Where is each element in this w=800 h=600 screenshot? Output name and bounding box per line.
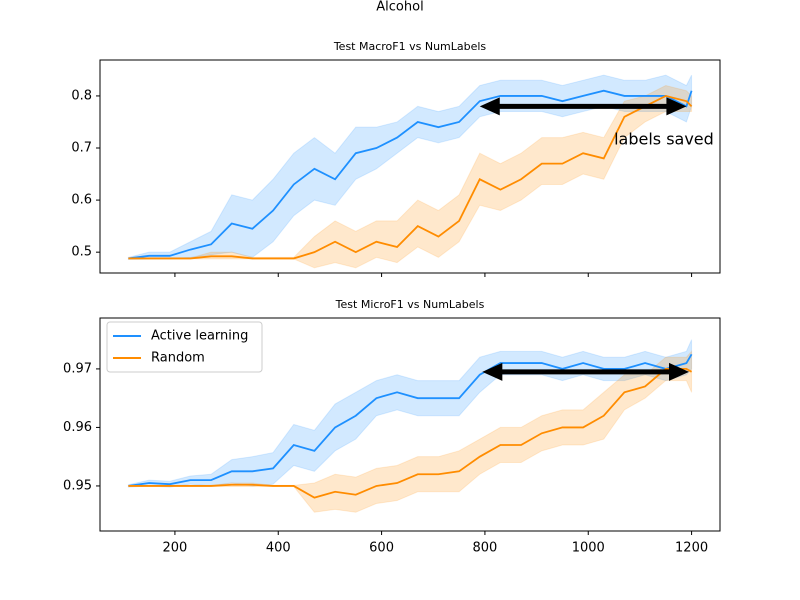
series-line <box>128 368 693 499</box>
axes-title: Test MicroF1 vs NumLabels <box>335 298 485 311</box>
x-tick-label: 600 <box>369 541 394 556</box>
x-tick-label: 1000 <box>572 541 605 556</box>
figure-title: Alcohol <box>376 0 423 15</box>
axes-title: Test MacroF1 vs NumLabels <box>333 40 487 53</box>
legend-label: Active learning <box>151 329 248 344</box>
double-arrow <box>479 97 687 116</box>
axes-frame <box>99 317 721 532</box>
x-tick-label: 1200 <box>675 541 708 556</box>
y-tick-label: 0.8 <box>71 88 92 103</box>
x-tick-label: 200 <box>163 541 188 556</box>
confidence-band <box>127 84 693 269</box>
series-line <box>128 353 693 487</box>
series-line <box>128 94 693 260</box>
axes-frame <box>99 59 721 274</box>
y-tick-label: 0.96 <box>63 420 92 435</box>
legend-label: Random <box>151 351 205 366</box>
double-arrow <box>482 362 689 381</box>
series-line <box>128 89 693 260</box>
x-tick-label: 800 <box>473 541 498 556</box>
y-tick-label: 0.5 <box>71 245 92 260</box>
y-tick-label: 0.6 <box>71 193 92 208</box>
confidence-band <box>127 339 693 488</box>
y-tick-label: 0.95 <box>63 478 92 493</box>
y-tick-label: 0.7 <box>71 141 92 156</box>
confidence-band <box>127 350 693 513</box>
x-tick-label: 400 <box>266 541 291 556</box>
legend-box <box>106 321 263 373</box>
y-tick-label: 0.97 <box>63 361 92 376</box>
annotation: labels saved <box>614 130 714 149</box>
